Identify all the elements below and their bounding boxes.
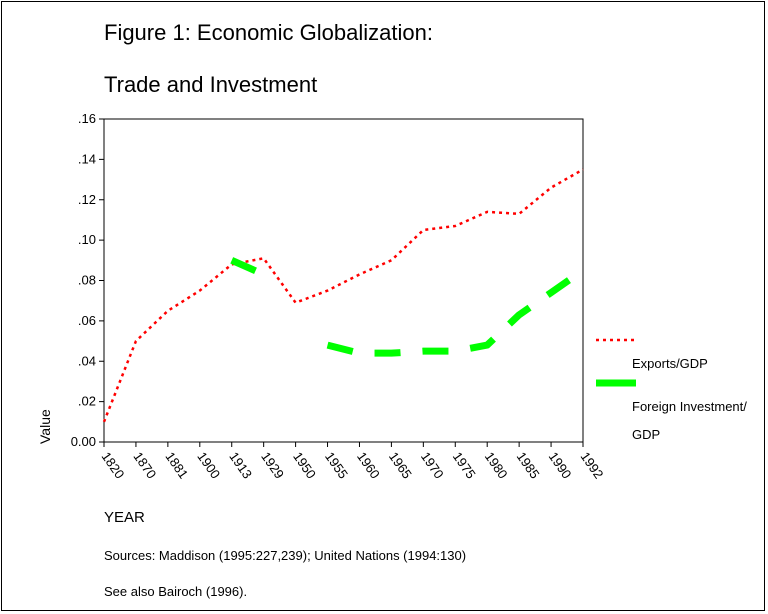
series-line-2	[326, 267, 585, 357]
y-tick-label: 0.00	[71, 434, 96, 449]
x-tick-label: 1929	[258, 449, 287, 481]
y-tick-label: .14	[78, 151, 96, 166]
x-tick-label: 1960	[354, 449, 383, 481]
y-tick-label: .16	[78, 111, 96, 126]
series-line-2	[230, 257, 266, 278]
x-axis: 1820 1870 1881 1900 1913 1929 1950 1955 1960 1965…	[99, 442, 607, 481]
series-layer	[102, 168, 585, 423]
x-tick-label: 1950	[290, 449, 319, 481]
x-tick-label: 1820	[99, 449, 128, 481]
chart-title-line-2: Trade and Investment	[104, 72, 318, 97]
plot-border	[103, 118, 584, 443]
legend-label-foreign-investment: GDP	[632, 427, 660, 442]
see-also-note: See also Bairoch (1996).	[104, 584, 248, 599]
x-tick-label: 1870	[130, 449, 159, 481]
legend-label-foreign-investment: Foreign Investment/	[632, 399, 747, 414]
x-tick-label: 1965	[386, 449, 415, 481]
y-tick-label: .06	[78, 313, 96, 328]
source-note: Sources: Maddison (1995:227,239); United…	[104, 548, 467, 563]
y-axis-label: Value	[37, 409, 53, 444]
x-tick-label: 1990	[546, 449, 575, 481]
legend: Exports/GDP Foreign Investment/GDP	[596, 338, 747, 442]
x-tick-label: 1970	[418, 449, 447, 481]
legend-label-exports: Exports/GDP	[632, 356, 708, 371]
x-tick-label: 1992	[578, 449, 607, 481]
chart-title-line-1: Figure 1: Economic Globalization:	[104, 20, 433, 45]
y-tick-label: .04	[78, 353, 96, 368]
y-tick-label: .02	[78, 394, 96, 409]
x-tick-label: 1900	[194, 449, 223, 481]
x-tick-label: 1980	[482, 449, 511, 481]
x-tick-label: 1881	[162, 449, 191, 481]
x-tick-label: 1913	[226, 449, 255, 481]
x-axis-label: YEAR	[104, 509, 145, 526]
y-axis: 0.00 .02 .04 .06 .08 .10 .12 .14 .16	[71, 111, 104, 449]
plot-area	[103, 118, 584, 443]
series-line-1	[102, 168, 584, 423]
x-tick-label: 1975	[450, 449, 479, 481]
y-tick-label: .12	[78, 192, 96, 207]
x-tick-label: 1955	[322, 449, 351, 481]
y-tick-label: .10	[78, 232, 96, 247]
x-tick-label: 1985	[514, 449, 543, 481]
y-tick-label: .08	[78, 273, 96, 288]
